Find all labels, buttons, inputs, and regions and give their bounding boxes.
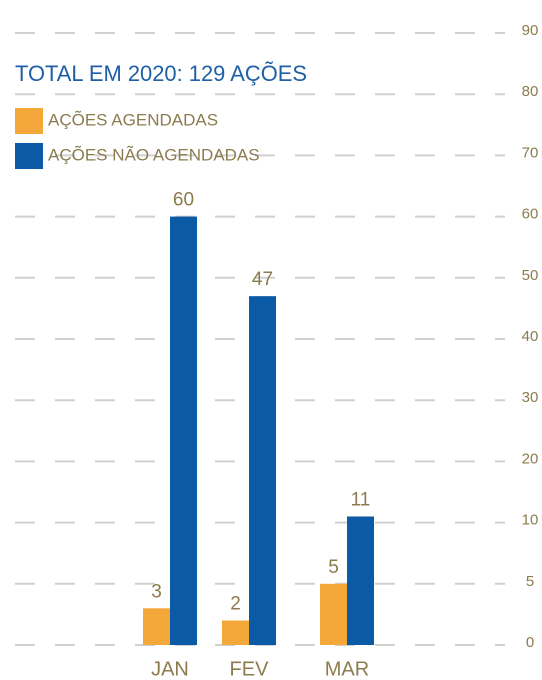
y-tick-label: 80 (522, 83, 539, 100)
y-tick-label: 70 (522, 144, 539, 161)
x-tick-label: FEV (230, 658, 270, 680)
y-tick-label: 5 (526, 573, 534, 590)
y-tick-label: 50 (522, 267, 539, 284)
value-label: 11 (351, 489, 371, 510)
bar (347, 516, 374, 645)
y-tick-label: 20 (522, 450, 539, 467)
legend-swatch (15, 143, 43, 169)
legend-label: AÇÕES NÃO AGENDADAS (48, 145, 260, 164)
bar (170, 216, 197, 645)
y-tick-label: 40 (522, 328, 539, 345)
bar (249, 296, 276, 645)
y-tick-label: 10 (522, 512, 539, 529)
legend-label: AÇÕES AGENDADAS (48, 110, 218, 129)
y-tick-label: 60 (522, 206, 539, 223)
y-tick-label: 90 (522, 22, 539, 39)
bar (320, 583, 347, 645)
value-label: 47 (252, 269, 273, 290)
y-tick-label: 0 (526, 634, 534, 651)
y-tick-label: 30 (522, 389, 539, 406)
value-label: 5 (328, 557, 339, 578)
legend-swatch (15, 108, 43, 134)
x-tick-label: MAR (325, 658, 369, 680)
value-label: 3 (151, 581, 162, 602)
bar (143, 608, 170, 645)
value-label: 2 (230, 594, 241, 615)
x-tick-label: JAN (151, 658, 189, 680)
chart-title: TOTAL EM 2020: 129 AÇÕES (15, 61, 307, 86)
bar (222, 620, 249, 645)
value-label: 60 (173, 190, 194, 211)
